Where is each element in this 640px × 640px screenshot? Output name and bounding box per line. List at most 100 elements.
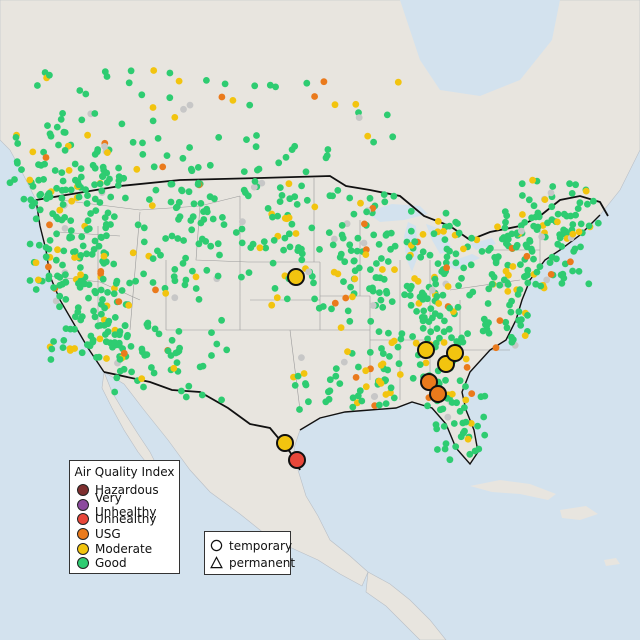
site-marker bbox=[424, 402, 431, 410]
site-marker bbox=[60, 337, 68, 344]
site-marker bbox=[354, 392, 362, 400]
site-marker bbox=[59, 110, 66, 117]
site-marker bbox=[349, 394, 357, 402]
site-marker bbox=[26, 277, 34, 284]
site-marker bbox=[77, 165, 85, 173]
site-marker bbox=[347, 283, 354, 291]
monitoring-sites-small bbox=[6, 67, 602, 464]
site-marker bbox=[40, 148, 47, 156]
site-marker bbox=[182, 276, 190, 284]
site-marker bbox=[441, 317, 448, 325]
site-marker bbox=[115, 173, 123, 181]
site-marker bbox=[270, 237, 278, 244]
site-marker bbox=[411, 275, 418, 282]
site-marker bbox=[503, 324, 511, 332]
site-marker bbox=[377, 296, 385, 304]
site-marker bbox=[442, 440, 450, 447]
site-marker bbox=[302, 168, 310, 176]
site-marker bbox=[504, 261, 512, 269]
site-marker bbox=[422, 359, 430, 367]
legend-label: permanent bbox=[229, 555, 296, 570]
site-marker bbox=[349, 293, 356, 301]
site-marker bbox=[219, 214, 226, 221]
site-marker bbox=[569, 221, 577, 228]
site-marker bbox=[28, 202, 36, 210]
site-marker bbox=[59, 177, 67, 185]
site-marker bbox=[452, 250, 460, 258]
legend-item-temporary: temporary bbox=[205, 537, 292, 554]
site-marker bbox=[152, 186, 160, 194]
site-marker bbox=[396, 371, 404, 378]
unhealthy-swatch-icon bbox=[77, 513, 89, 526]
site-marker bbox=[572, 181, 579, 189]
site-marker bbox=[171, 266, 179, 273]
site-marker bbox=[458, 274, 465, 282]
site-marker bbox=[139, 139, 146, 147]
site-marker bbox=[492, 344, 500, 352]
site-marker bbox=[308, 224, 316, 232]
site-marker bbox=[66, 234, 73, 242]
site-marker bbox=[320, 78, 328, 86]
site-marker bbox=[167, 198, 175, 206]
site-marker bbox=[464, 330, 471, 337]
site-marker bbox=[77, 271, 84, 279]
site-marker bbox=[288, 220, 296, 228]
site-marker bbox=[98, 310, 105, 318]
site-marker bbox=[255, 165, 263, 173]
site-marker bbox=[325, 229, 333, 237]
site-marker bbox=[305, 398, 312, 406]
site-marker bbox=[484, 300, 492, 307]
site-marker bbox=[182, 254, 190, 262]
site-marker bbox=[149, 255, 157, 262]
site-marker bbox=[349, 403, 357, 411]
site-marker bbox=[182, 393, 190, 401]
site-marker bbox=[338, 222, 346, 229]
site-marker bbox=[344, 307, 352, 315]
site-marker bbox=[460, 245, 467, 253]
site-marker bbox=[97, 268, 105, 275]
site-marker bbox=[407, 301, 415, 309]
site-marker bbox=[56, 206, 64, 214]
site-marker bbox=[556, 234, 564, 242]
land-hispaniola bbox=[560, 506, 598, 520]
hudson-bay bbox=[400, 0, 560, 96]
site-marker bbox=[186, 144, 194, 151]
site-marker bbox=[382, 400, 390, 407]
site-marker bbox=[468, 390, 476, 397]
site-marker bbox=[154, 247, 161, 255]
site-marker bbox=[294, 372, 302, 380]
site-marker bbox=[170, 273, 178, 280]
site-marker bbox=[576, 199, 584, 207]
site-marker bbox=[373, 260, 380, 267]
site-marker bbox=[529, 176, 536, 184]
site-marker bbox=[276, 198, 284, 206]
site-marker bbox=[375, 241, 383, 248]
site-marker bbox=[322, 398, 330, 406]
site-marker bbox=[281, 234, 289, 242]
site-marker bbox=[188, 226, 196, 234]
site-marker bbox=[77, 173, 85, 181]
site-marker bbox=[36, 206, 44, 214]
site-marker bbox=[150, 369, 158, 377]
site-marker bbox=[195, 296, 203, 303]
site-marker bbox=[42, 154, 50, 161]
site-marker bbox=[42, 253, 50, 261]
site-marker bbox=[143, 351, 151, 358]
site-marker bbox=[50, 338, 57, 345]
site-marker bbox=[519, 211, 526, 218]
site-marker bbox=[387, 384, 395, 392]
site-marker bbox=[442, 376, 449, 384]
site-marker bbox=[206, 193, 214, 201]
site-marker bbox=[53, 230, 60, 238]
site-marker bbox=[485, 329, 493, 337]
site-marker bbox=[383, 287, 390, 295]
site-marker bbox=[58, 194, 66, 202]
site-marker bbox=[185, 188, 193, 196]
site-marker bbox=[175, 347, 183, 355]
site-marker bbox=[180, 237, 188, 244]
site-marker bbox=[250, 183, 258, 191]
site-marker bbox=[533, 268, 541, 276]
site-marker bbox=[363, 208, 370, 216]
site-marker bbox=[311, 295, 318, 303]
site-marker bbox=[196, 363, 204, 371]
